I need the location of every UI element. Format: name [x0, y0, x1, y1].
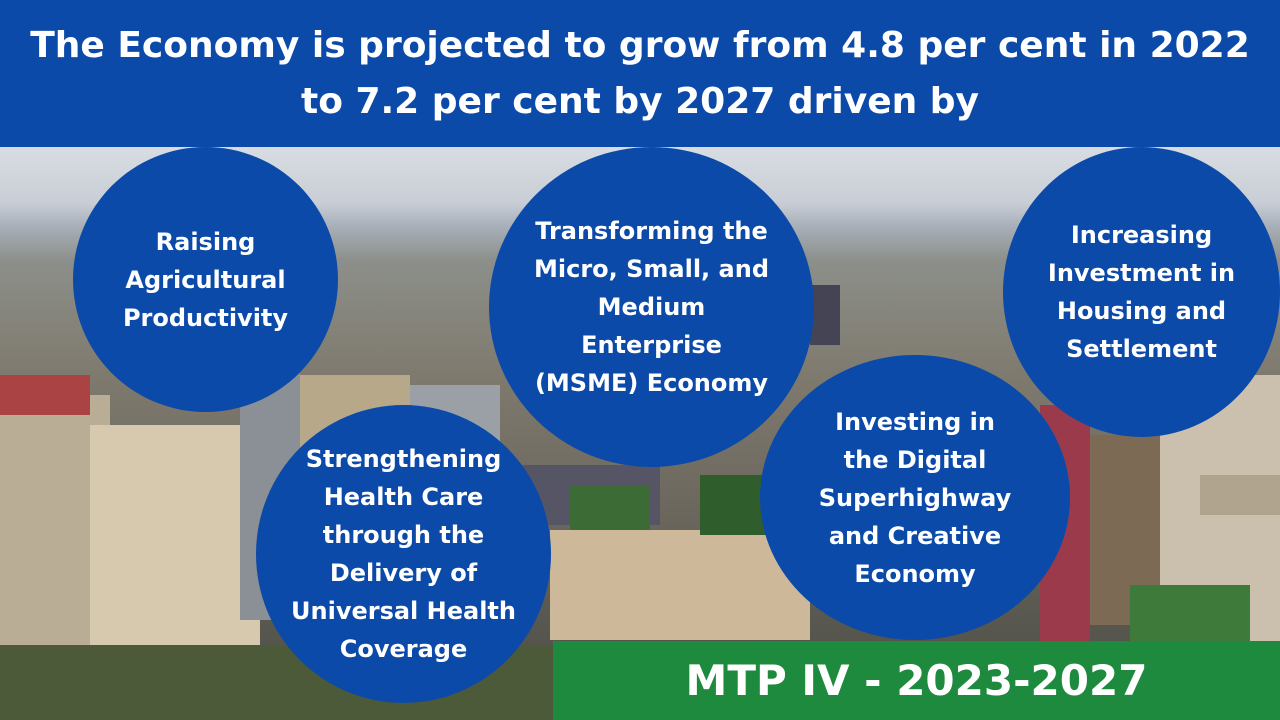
mtp-period-label: MTP IV - 2023-2027 [685, 656, 1148, 705]
footer-banner: MTP IV - 2023-2027 [553, 641, 1280, 720]
pillar-label: Strengthening Health Care through the De… [291, 445, 516, 663]
pillar-housing-circle: Increasing Investment in Housing and Set… [1003, 147, 1280, 437]
pillar-label: Investing in the Digital Superhighway an… [818, 407, 1012, 588]
pillar-msme-circle: Transforming the Micro, Small, and Mediu… [489, 147, 814, 467]
pillar-health-circle: Strengthening Health Care through the De… [256, 405, 551, 703]
pillar-label: Transforming the Micro, Small, and Mediu… [533, 217, 769, 397]
pillar-label: Raising Agricultural Productivity [122, 227, 289, 332]
page-title: The Economy is projected to grow from 4.… [30, 24, 1250, 122]
header-banner: The Economy is projected to grow from 4.… [0, 0, 1280, 147]
pillar-label: Increasing Investment in Housing and Set… [1047, 221, 1236, 363]
pillar-agriculture-circle: Raising Agricultural Productivity [73, 147, 338, 412]
pillar-digital-circle: Investing in the Digital Superhighway an… [760, 355, 1070, 640]
